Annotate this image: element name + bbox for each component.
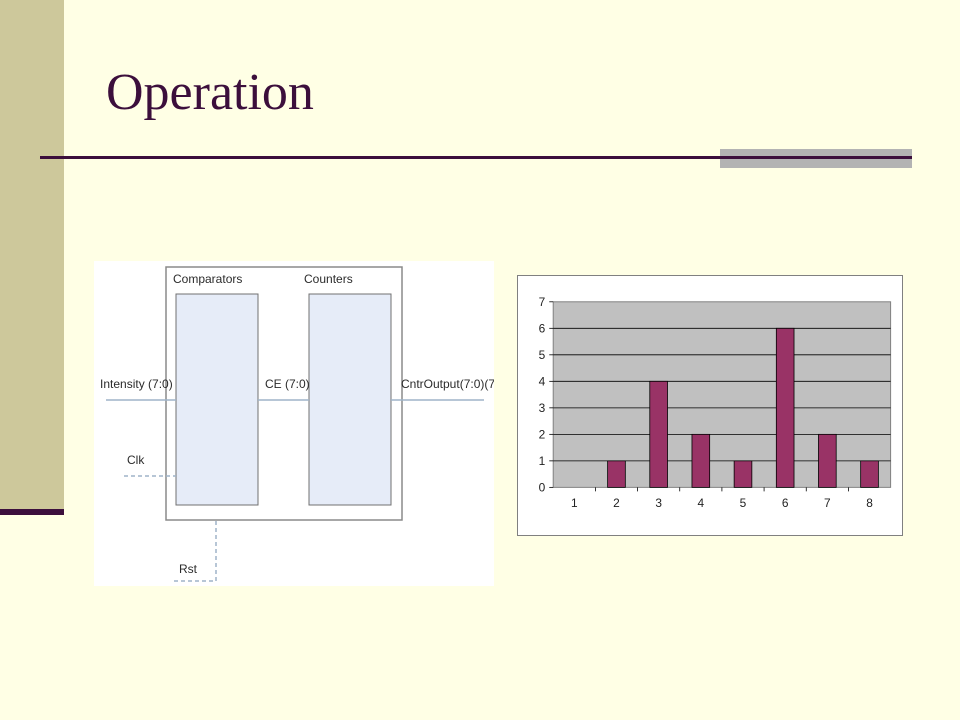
- x-tick-label: 5: [740, 496, 747, 510]
- bar-7: [818, 433, 837, 488]
- bar-8: [860, 460, 879, 488]
- block-diagram: Comparators Counters Intensity (7:0) CE …: [94, 261, 494, 586]
- sidebar-decoration: [0, 0, 64, 512]
- bar-5: [733, 460, 753, 488]
- x-tick-label: 2: [613, 496, 620, 510]
- plot-area: [552, 301, 892, 488]
- bars: [607, 327, 879, 488]
- y-tick-labels: 0 1 2 3 4 5 6 7: [539, 295, 546, 495]
- page-title: Operation: [106, 64, 314, 121]
- comparators-block: [175, 293, 259, 506]
- title-underline: [40, 156, 912, 159]
- bar-3: [649, 380, 668, 488]
- counters-block: [308, 293, 392, 506]
- x-tick-labels: 1 2 3 4 5 6 7 8: [571, 496, 873, 510]
- x-tick-label: 4: [698, 496, 705, 510]
- module-outline: [165, 266, 403, 521]
- x-tick-label: 6: [782, 496, 789, 510]
- y-tick-label: 5: [539, 348, 546, 362]
- y-tick-label: 0: [539, 480, 546, 494]
- clk-label: Clk: [127, 453, 145, 467]
- rst-label: Rst: [179, 562, 198, 576]
- y-tick-label: 2: [539, 427, 546, 441]
- x-tick-label: 8: [866, 496, 873, 510]
- y-tick-label: 6: [539, 321, 546, 335]
- bar-4: [691, 433, 711, 488]
- y-tick-label: 4: [539, 374, 546, 388]
- intensity-label: Intensity (7:0): [100, 377, 173, 391]
- counters-label: Counters: [304, 272, 353, 286]
- y-tick-label: 7: [539, 295, 546, 309]
- comparators-label: Comparators: [173, 272, 242, 286]
- output-label: CntrOutput(7:0)(7:0): [401, 377, 494, 391]
- bar-6: [775, 327, 795, 488]
- x-tick-label: 1: [571, 496, 578, 510]
- bar-2: [607, 460, 626, 488]
- x-tick-label: 3: [655, 496, 662, 510]
- ce-label: CE (7:0): [265, 377, 310, 391]
- histogram-chart: 0 1 2 3 4 5 6 7 1 2 3 4 5 6 7 8: [517, 275, 903, 536]
- y-tick-label: 1: [539, 454, 546, 468]
- title-underline-accent: [720, 149, 912, 168]
- sidebar-foot-decoration: [0, 509, 64, 515]
- y-tick-label: 3: [539, 401, 546, 415]
- rst-line: [174, 520, 217, 582]
- x-tick-label: 7: [824, 496, 831, 510]
